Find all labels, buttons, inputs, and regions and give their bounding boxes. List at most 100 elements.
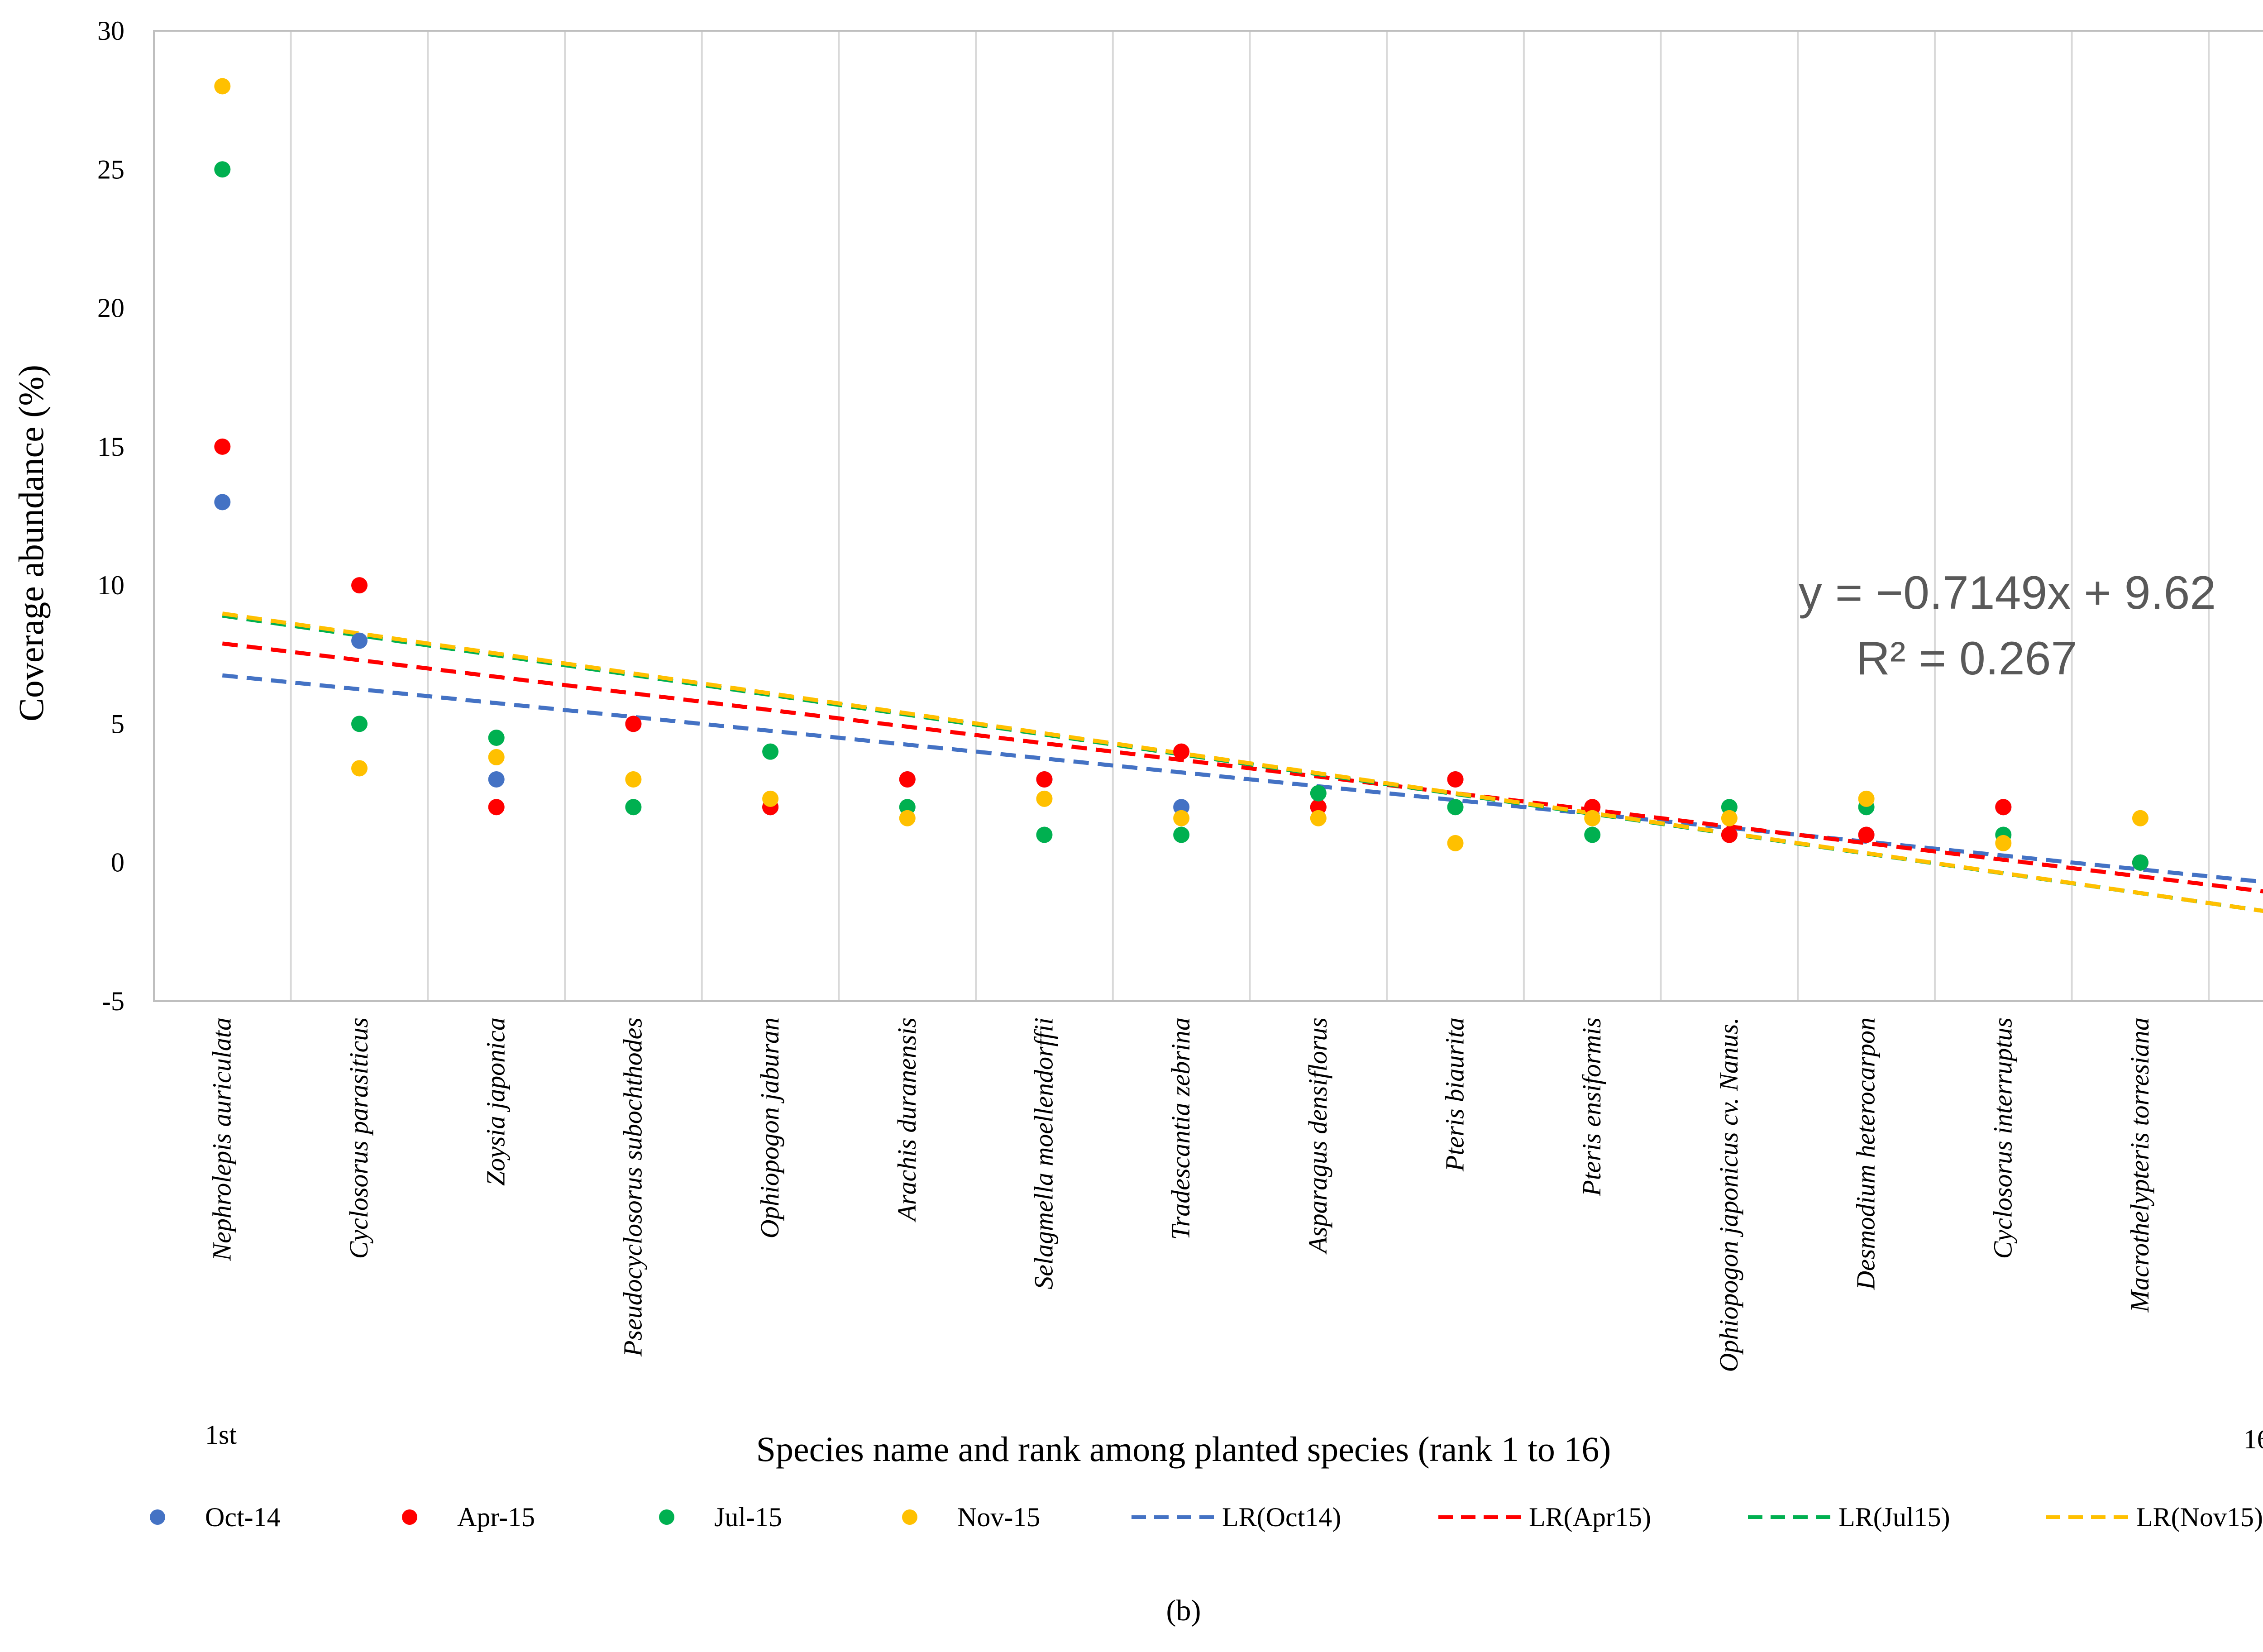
point-Nov-15 (899, 810, 916, 826)
axes (153, 30, 2263, 1002)
y-tick-label: 30 (97, 16, 124, 46)
point-Jul-15 (1584, 826, 1601, 843)
y-tick-label: 0 (111, 848, 124, 878)
y-tick-label: 10 (97, 570, 124, 600)
legend-item-LR(Nov15): LR(Nov15) (2046, 1502, 2263, 1532)
x-category-label: Nephrolepis auriculata (207, 1017, 236, 1261)
point-Jul-15 (351, 716, 368, 732)
trendlines (222, 611, 2263, 913)
equation-text: y = −0.7149x + 9.62 (1799, 567, 2216, 619)
x-axis-title: Species name and rank among planted spec… (756, 1429, 1611, 1469)
legend-item-LR(Apr15): LR(Apr15) (1438, 1502, 1651, 1532)
point-Apr-15 (1036, 771, 1053, 788)
y-tick-label: 15 (97, 432, 124, 462)
point-Nov-15 (625, 771, 642, 788)
y-tick-label: 25 (97, 154, 124, 184)
data-points (214, 78, 2148, 871)
point-Jul-15 (488, 730, 505, 746)
x-category-label: Pseudocyclosorus subochthodes (618, 1017, 647, 1357)
point-Apr-15 (1173, 743, 1190, 760)
legend-marker (659, 1509, 674, 1525)
point-Apr-15 (1447, 771, 1464, 788)
legend-item-LR(Oct14): LR(Oct14) (1132, 1502, 1341, 1532)
legend-item-Jul-15: Jul-15 (659, 1502, 782, 1532)
point-Nov-15 (1995, 835, 2012, 851)
legend-label: LR(Jul15) (1838, 1502, 1950, 1532)
point-Apr-15 (1858, 826, 1875, 843)
point-Nov-15 (2132, 810, 2148, 826)
y-axis-title: Coverage abundance (%) (11, 365, 51, 721)
x-category-label: Zoysia japonica (481, 1017, 511, 1186)
point-Nov-15 (1721, 810, 1738, 826)
point-Apr-15 (214, 438, 231, 455)
point-Nov-15 (488, 749, 505, 765)
legend-label: LR(Nov15) (2136, 1502, 2263, 1532)
point-Jul-15 (625, 799, 642, 816)
x-category-label: Pteris semipinnata (2262, 1017, 2263, 1216)
x-category-label: Desmodium heterocarpon (1851, 1017, 1881, 1290)
legend-item-Apr-15: Apr-15 (402, 1502, 535, 1532)
vertical-gridlines (290, 31, 2210, 1001)
point-Jul-15 (1173, 826, 1190, 843)
rank-last-label: 16th (2244, 1424, 2263, 1454)
point-Apr-15 (625, 716, 642, 732)
legend-label: Jul-15 (714, 1502, 782, 1532)
legend-item-Oct-14: Oct-14 (150, 1502, 281, 1532)
trendline-LR(Oct14) (222, 673, 2263, 884)
point-Oct-14 (214, 494, 231, 511)
legend-marker (402, 1509, 417, 1525)
x-category-label: Ophiopogon jaburan (755, 1017, 784, 1238)
point-Jul-15 (1036, 826, 1053, 843)
point-Nov-15 (762, 790, 779, 807)
trendline-LR(Nov15) (222, 611, 2263, 913)
x-category-labels: Nephrolepis auriculata Cyclosorus parasit… (207, 1017, 2263, 1372)
x-category-label: Cyclosorus interruptus (1988, 1017, 2017, 1259)
point-Nov-15 (1858, 790, 1875, 807)
x-category-label: Tradescantia zebrina (1166, 1017, 1195, 1240)
legend-marker (902, 1509, 917, 1525)
point-Nov-15 (1036, 790, 1053, 807)
legend-label: Nov-15 (957, 1502, 1040, 1532)
point-Oct-14 (351, 632, 368, 649)
x-category-label: Asparagus densiflorus (1303, 1017, 1332, 1255)
point-Nov-15 (1447, 835, 1464, 851)
point-Jul-15 (214, 161, 231, 178)
point-Nov-15 (351, 760, 368, 777)
legend-label: LR(Oct14) (1222, 1502, 1341, 1532)
legend-label: Oct-14 (205, 1502, 281, 1532)
point-Jul-15 (2132, 854, 2148, 871)
y-tick-labels: -5 0 5 10 15 20 25 30 (97, 16, 124, 1016)
rank-first-label: 1st (205, 1420, 237, 1450)
point-Apr-15 (1995, 799, 2012, 816)
point-Jul-15 (1310, 785, 1327, 802)
trendline-LR(Apr15) (222, 641, 2263, 893)
point-Jul-15 (762, 743, 779, 760)
legend: Oct-14 Apr-15 Jul-15 Nov-15 LR(Oct14) LR(Apr1… (150, 1502, 2263, 1532)
point-Apr-15 (488, 799, 505, 816)
x-category-label: Ophiopogon japonicus cv. Nanus. (1714, 1017, 1743, 1372)
x-category-label: Pteris ensiformis (1577, 1017, 1606, 1197)
trendline-equation-annotation: y = −0.7149x + 9.62 R² = 0.267 (1799, 567, 2216, 685)
point-Apr-15 (1721, 826, 1738, 843)
y-tick-label: 5 (111, 709, 124, 739)
point-Nov-15 (1173, 810, 1190, 826)
legend-item-Nov-15: Nov-15 (902, 1502, 1040, 1532)
legend-label: LR(Apr15) (1529, 1502, 1651, 1532)
figure-caption: (b) (1166, 1594, 1201, 1627)
legend-item-LR(Jul15): LR(Jul15) (1748, 1502, 1950, 1532)
x-category-label: Macrothelypteris torresiana (2125, 1017, 2154, 1313)
r-squared-text: R² = 0.267 (1856, 632, 2077, 685)
x-category-label: Selagmella moellendorffii (1029, 1017, 1058, 1289)
plot-area-border (153, 30, 2263, 1002)
legend-marker (150, 1509, 165, 1525)
legend-label: Apr-15 (457, 1502, 535, 1532)
y-tick-label: -5 (102, 986, 124, 1016)
point-Nov-15 (1310, 810, 1327, 826)
point-Oct-14 (488, 771, 505, 788)
y-tick-label: 20 (97, 293, 124, 323)
x-category-label: Pteris biaurita (1440, 1017, 1470, 1172)
point-Jul-15 (1447, 799, 1464, 816)
x-category-label: Arachis duranensis (892, 1017, 921, 1223)
point-Apr-15 (351, 577, 368, 594)
